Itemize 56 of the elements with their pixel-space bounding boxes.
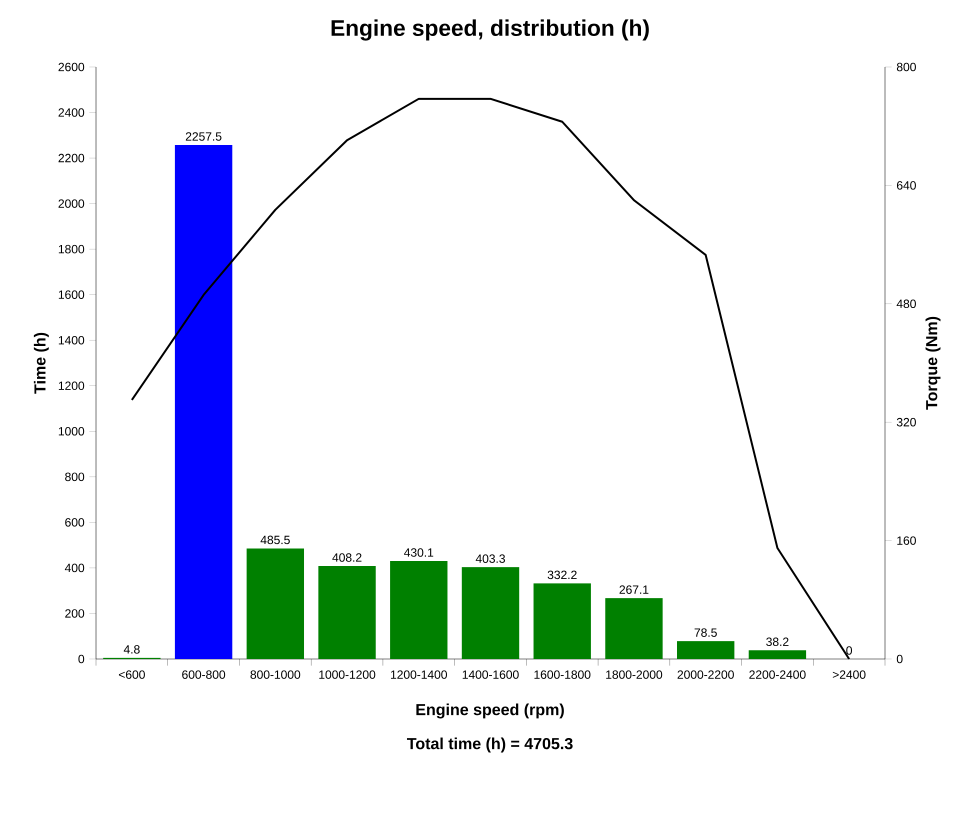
data-label: 4.8 bbox=[124, 645, 140, 654]
y2-tick-label: 0 bbox=[896, 654, 903, 664]
data-label: 485.5 bbox=[260, 536, 290, 544]
y-tick-label: 1200 bbox=[58, 382, 84, 390]
y-tick-label: 2000 bbox=[58, 199, 84, 208]
y-tick-label: 1000 bbox=[58, 427, 84, 436]
text: Total time (h) = 4705.3 bbox=[406, 738, 573, 752]
x-tick-label: 1800-2000 bbox=[606, 670, 662, 679]
x-tick-label: 1400-1600 bbox=[462, 670, 519, 679]
y2-tick-label: 480 bbox=[896, 300, 916, 308]
bar bbox=[462, 567, 520, 659]
y-tick-label: 0 bbox=[78, 654, 84, 664]
y2-axis-title: Torque (Nm) bbox=[926, 316, 940, 410]
x-tick-label: 2000-2200 bbox=[678, 670, 734, 679]
data-label: 78.5 bbox=[694, 628, 717, 637]
data-label: 267.1 bbox=[620, 585, 648, 594]
x-tick-label: 800-1000 bbox=[250, 670, 300, 679]
x-tick-label: 1600-1800 bbox=[534, 670, 590, 679]
y2-tick-label: 800 bbox=[896, 62, 916, 72]
y-tick-label: 400 bbox=[64, 564, 84, 572]
bar bbox=[605, 598, 663, 659]
y-tick-label: 2200 bbox=[58, 154, 84, 162]
x-tick-label: 2200-2400 bbox=[749, 670, 806, 679]
bar bbox=[534, 583, 591, 659]
y-tick-label: 1600 bbox=[58, 290, 84, 299]
y-tick-label: 600 bbox=[65, 518, 84, 527]
y-axis-title: Time (h) bbox=[34, 332, 49, 394]
x-tick-label: 1200-1400 bbox=[391, 670, 447, 679]
x-tick-label: <600 bbox=[118, 670, 145, 679]
y-tick-label: 1400 bbox=[58, 336, 84, 344]
y2-tick-label: 320 bbox=[896, 418, 916, 426]
y-tick-label: 2400 bbox=[58, 108, 84, 117]
x-axis-title: Engine speed (rpm) bbox=[416, 704, 564, 718]
y-tick-label: 2600 bbox=[58, 62, 84, 72]
bar bbox=[390, 561, 448, 659]
data-label: 38.2 bbox=[766, 638, 788, 646]
y-tick-label: 1800 bbox=[58, 244, 84, 254]
bar bbox=[246, 548, 304, 659]
data-label: 430.1 bbox=[404, 548, 434, 557]
data-label: 0 bbox=[846, 646, 852, 655]
data-label: 332.2 bbox=[548, 570, 577, 580]
bar bbox=[676, 641, 734, 659]
bar bbox=[174, 144, 232, 659]
x-tick-label: 600-800 bbox=[182, 670, 226, 679]
bar bbox=[748, 650, 806, 659]
chart-title: Engine speed, distribution (h) bbox=[332, 19, 649, 41]
y-tick-label: 200 bbox=[65, 609, 84, 618]
x-tick-label: 1000-1200 bbox=[319, 670, 376, 679]
y2-tick-label: 160 bbox=[897, 536, 916, 545]
data-label: 2257.5 bbox=[186, 132, 222, 141]
data-label: 403.3 bbox=[476, 554, 505, 563]
data-label: 408.2 bbox=[332, 553, 362, 562]
y2-tick-label: 640 bbox=[896, 181, 916, 190]
bar bbox=[318, 566, 376, 659]
y-tick-label: 800 bbox=[65, 472, 84, 482]
x-tick-label: >2400 bbox=[832, 670, 866, 679]
